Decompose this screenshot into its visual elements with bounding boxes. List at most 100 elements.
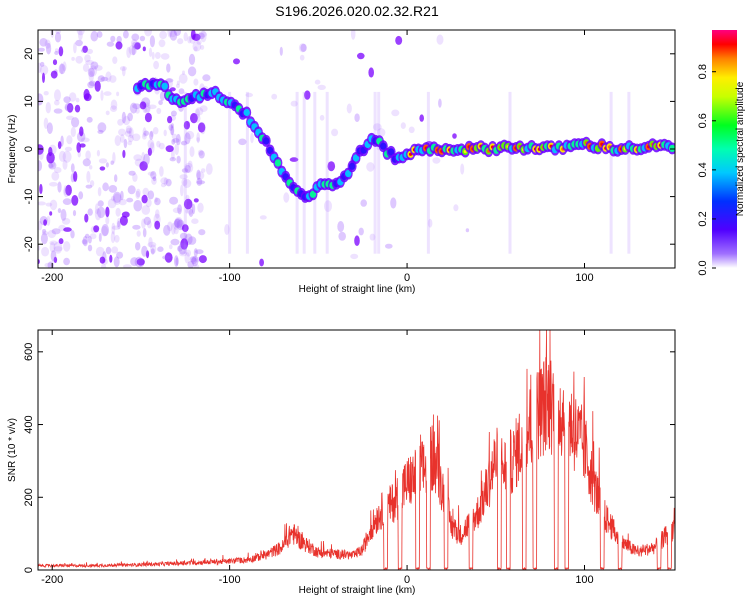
noise-blob bbox=[113, 256, 120, 268]
noise-blob bbox=[110, 99, 118, 110]
noise-blob bbox=[131, 45, 136, 56]
noise-blob bbox=[178, 242, 187, 255]
noise-blob bbox=[151, 51, 155, 60]
noise-blob bbox=[48, 163, 54, 169]
noise-blob bbox=[84, 213, 89, 223]
noise-blob bbox=[38, 62, 42, 73]
noise-blob bbox=[167, 115, 173, 124]
noise-blob bbox=[289, 157, 299, 162]
noise-blob bbox=[71, 56, 75, 61]
noise-streak bbox=[325, 91, 329, 254]
noise-blob bbox=[105, 71, 112, 83]
noise-blob bbox=[163, 129, 167, 137]
noise-blob bbox=[183, 120, 190, 130]
noise-blob bbox=[128, 170, 136, 176]
noise-blob bbox=[54, 99, 60, 106]
noise-blob bbox=[453, 204, 459, 212]
noise-blob bbox=[259, 258, 264, 267]
noise-blob bbox=[120, 190, 124, 201]
noise-blob bbox=[327, 161, 336, 172]
noise-blob bbox=[139, 101, 147, 110]
noise-blob bbox=[49, 242, 56, 253]
noise-blob bbox=[51, 171, 60, 181]
noise-blob bbox=[58, 150, 66, 162]
noise-blob bbox=[66, 135, 73, 145]
noise-blob bbox=[190, 113, 198, 124]
noise-blob bbox=[193, 264, 200, 268]
noise-blob bbox=[89, 165, 93, 170]
noise-blob bbox=[395, 35, 403, 45]
noise-blob bbox=[182, 179, 192, 188]
noise-blob bbox=[76, 142, 81, 153]
ridge-core bbox=[309, 190, 317, 198]
noise-blob bbox=[85, 150, 91, 160]
noise-blob bbox=[133, 154, 142, 162]
noise-blob bbox=[147, 147, 152, 156]
noise-blob bbox=[111, 222, 116, 235]
noise-blob bbox=[128, 127, 134, 139]
noise-blob bbox=[354, 235, 360, 246]
noise-blob bbox=[271, 93, 278, 100]
noise-blob bbox=[110, 231, 116, 244]
noise-blob bbox=[165, 178, 172, 187]
ridge-core bbox=[345, 170, 352, 178]
noise-blob bbox=[126, 127, 133, 134]
noise-blob bbox=[191, 255, 199, 267]
noise-blob bbox=[89, 65, 98, 77]
noise-blob bbox=[187, 36, 192, 44]
noise-blob bbox=[142, 228, 147, 238]
noise-blob bbox=[127, 112, 133, 122]
noise-blob bbox=[154, 52, 161, 59]
noise-blob bbox=[346, 103, 352, 114]
noise-blob bbox=[43, 117, 49, 129]
noise-blob bbox=[57, 181, 62, 193]
x-tick-label: -200 bbox=[41, 272, 63, 284]
noise-blob bbox=[72, 210, 77, 217]
noise-blob bbox=[192, 40, 202, 52]
noise-blob bbox=[143, 216, 151, 226]
noise-blob bbox=[400, 122, 406, 129]
noise-blob bbox=[169, 124, 174, 136]
noise-blob bbox=[70, 126, 76, 138]
noise-blob bbox=[300, 43, 307, 52]
noise-blob bbox=[114, 234, 120, 243]
noise-blob bbox=[178, 73, 188, 84]
noise-blob bbox=[75, 97, 80, 103]
noise-blob bbox=[109, 254, 113, 263]
noise-blob bbox=[156, 107, 162, 115]
noise-blob bbox=[142, 127, 147, 138]
noise-blob bbox=[196, 171, 205, 180]
noise-blob bbox=[97, 187, 102, 197]
noise-blob bbox=[122, 115, 131, 126]
noise-blob bbox=[314, 79, 321, 85]
noise-blob bbox=[86, 116, 93, 123]
noise-blob bbox=[160, 177, 169, 185]
noise-blob bbox=[369, 233, 376, 241]
noise-blob bbox=[84, 54, 91, 63]
noise-blob bbox=[185, 194, 190, 202]
noise-blob bbox=[432, 157, 441, 164]
noise-blob bbox=[127, 185, 136, 195]
noise-blob bbox=[149, 35, 155, 48]
noise-blob bbox=[165, 78, 174, 83]
noise-blob bbox=[174, 218, 183, 229]
noise-blob bbox=[131, 41, 141, 49]
noise-blob bbox=[86, 170, 91, 183]
ridge-core bbox=[352, 154, 360, 162]
noise-blob bbox=[193, 46, 198, 52]
noise-blob bbox=[350, 253, 359, 260]
noise-streak bbox=[627, 91, 631, 254]
noise-blob bbox=[189, 146, 195, 158]
noise-blob bbox=[96, 149, 100, 157]
noise-blob bbox=[123, 264, 132, 268]
noise-blob bbox=[170, 126, 175, 136]
noise-blob bbox=[135, 188, 141, 198]
noise-blob bbox=[141, 151, 145, 162]
noise-blob bbox=[122, 149, 126, 159]
noise-blob bbox=[245, 92, 253, 98]
noise-blob bbox=[38, 47, 45, 52]
noise-blob bbox=[193, 248, 198, 257]
noise-blob bbox=[147, 220, 152, 229]
noise-blob bbox=[105, 246, 112, 255]
noise-blob bbox=[175, 83, 180, 89]
